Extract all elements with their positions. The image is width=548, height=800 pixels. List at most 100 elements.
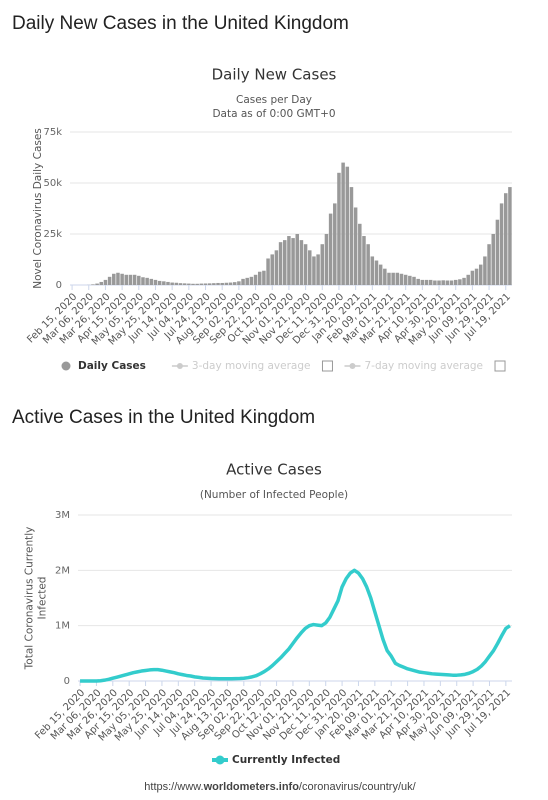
y-tick-label: 1M (55, 621, 70, 632)
bar (320, 244, 325, 285)
bar (428, 279, 433, 285)
bar (266, 258, 270, 285)
bar (282, 240, 287, 285)
bar (508, 187, 512, 285)
bar (128, 274, 133, 285)
source-url: https://www.worldometers.info/coronaviru… (144, 781, 416, 793)
bar (416, 278, 420, 285)
bar (478, 264, 483, 285)
legend-checkbox (494, 360, 506, 372)
url-part: worldometers.info (203, 781, 300, 793)
url-part: https://www. (144, 781, 203, 793)
bar (437, 280, 441, 285)
legend-label-disabled: 3-day moving average (192, 360, 311, 372)
bar (191, 283, 195, 285)
bar (220, 282, 224, 285)
bar (166, 281, 170, 285)
bar (153, 279, 158, 285)
bar (107, 276, 112, 285)
bar (491, 234, 495, 285)
bar (216, 282, 220, 285)
bar (212, 283, 216, 285)
bar (328, 213, 333, 285)
bar (458, 279, 462, 285)
y-tick-label: 0 (64, 676, 70, 687)
bar (408, 275, 412, 285)
bar (470, 270, 475, 285)
line (80, 568, 511, 683)
y-tick-label: 75k (43, 127, 62, 138)
bar (441, 280, 445, 285)
legend-checkbox (321, 360, 333, 372)
bar (203, 283, 208, 285)
bar (366, 244, 370, 285)
bar (495, 219, 500, 285)
bar (199, 283, 204, 285)
bar (137, 275, 141, 285)
bar (503, 193, 508, 285)
bar (378, 264, 383, 285)
bar (141, 277, 145, 285)
bar (445, 280, 450, 285)
bar (308, 250, 312, 285)
bar (224, 282, 229, 285)
bar (424, 279, 429, 285)
legend-symbol (176, 363, 183, 369)
bar (99, 281, 104, 285)
section-heading: Daily New Cases in the United Kingdom (12, 13, 349, 34)
y-tick-label: 3M (55, 510, 70, 521)
bar (374, 260, 379, 285)
bar (399, 273, 404, 285)
y-tick-label: 0 (56, 280, 62, 291)
y-axis-label: Novel Coronavirus Daily Cases (32, 128, 44, 289)
bar (483, 256, 487, 285)
y-tick-label: 25k (43, 229, 62, 240)
bar (358, 223, 362, 285)
bar (241, 278, 245, 285)
bar (145, 277, 149, 285)
bar (453, 279, 458, 285)
bar (316, 254, 320, 285)
bar (312, 256, 316, 285)
legend-label-disabled: 7-day moving average (364, 360, 483, 372)
bar (132, 274, 137, 285)
bar (124, 274, 129, 285)
bar (187, 283, 191, 285)
bar (120, 273, 124, 285)
bar (195, 283, 199, 285)
bar (249, 276, 254, 285)
bar (420, 279, 425, 285)
bar (349, 187, 354, 285)
bar (174, 282, 179, 285)
bar (370, 256, 375, 285)
bar (257, 271, 262, 285)
bar (170, 282, 174, 285)
bar (362, 236, 366, 285)
y-tick-label: 2M (55, 565, 70, 576)
chart-subtitle: Data as of 0:00 GMT+0 (212, 108, 335, 120)
bar (324, 234, 329, 285)
bar (182, 283, 187, 285)
bar (232, 282, 237, 285)
bar (262, 270, 266, 285)
bar (278, 242, 283, 285)
bar (345, 166, 350, 285)
chart-title: Active Cases (226, 461, 322, 479)
bar (287, 236, 291, 285)
bar (353, 207, 358, 285)
y-tick-label: 50k (43, 178, 62, 189)
bar (462, 277, 466, 285)
legend-symbol (349, 363, 356, 369)
y-axis-label: Total Coronavirus Currently (24, 527, 36, 671)
bar (103, 279, 108, 285)
bar (245, 277, 249, 285)
url-part: /coronavirus/country/uk/ (299, 781, 417, 793)
bar (387, 272, 391, 285)
chart-subtitle: (Number of Infected People) (200, 489, 348, 501)
bar (116, 272, 120, 285)
bar (95, 283, 99, 285)
bar (228, 282, 233, 285)
bar (253, 274, 258, 285)
bar (162, 281, 166, 285)
